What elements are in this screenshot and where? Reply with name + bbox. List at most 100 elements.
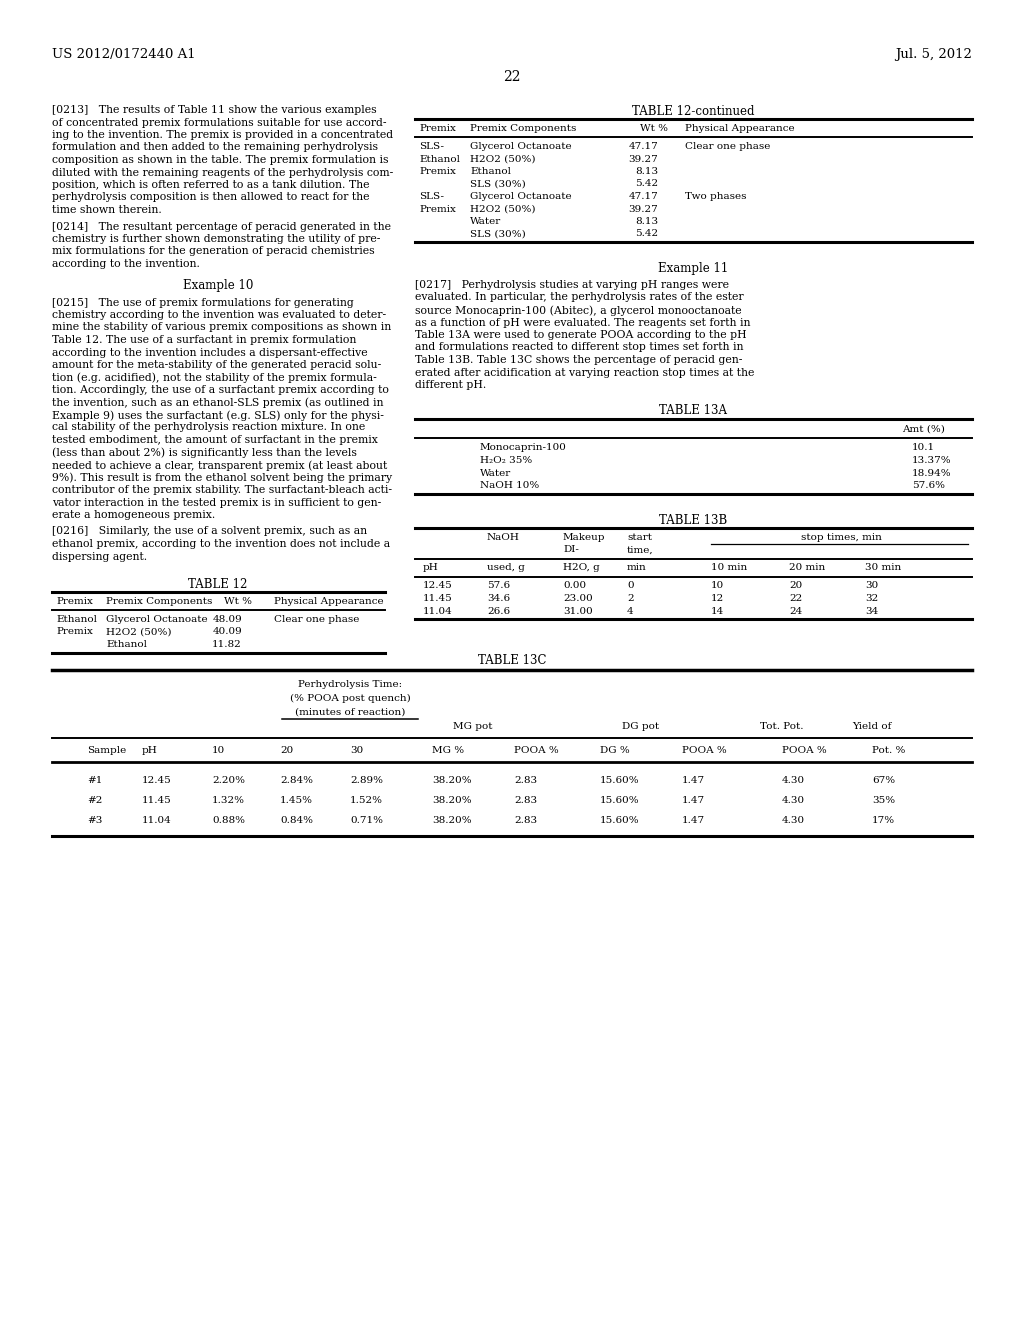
Text: 1.47: 1.47	[682, 816, 706, 825]
Text: 8.13: 8.13	[635, 168, 658, 176]
Text: 57.6%: 57.6%	[912, 480, 945, 490]
Text: 32: 32	[865, 594, 879, 603]
Text: dispersing agent.: dispersing agent.	[52, 552, 147, 561]
Text: tested embodiment, the amount of surfactant in the premix: tested embodiment, the amount of surfact…	[52, 436, 378, 445]
Text: Table 13A were used to generate POOA according to the pH: Table 13A were used to generate POOA acc…	[415, 330, 746, 341]
Text: 2.84%: 2.84%	[280, 776, 313, 785]
Text: Ethanol: Ethanol	[419, 154, 460, 164]
Text: Physical Appearance: Physical Appearance	[685, 124, 795, 133]
Text: 0.00: 0.00	[563, 582, 586, 590]
Text: Premix: Premix	[56, 627, 93, 636]
Text: pH: pH	[142, 746, 158, 755]
Text: 30: 30	[350, 746, 364, 755]
Text: 22: 22	[503, 70, 521, 84]
Text: 1.45%: 1.45%	[280, 796, 313, 805]
Text: 1.47: 1.47	[682, 796, 706, 805]
Text: 57.6: 57.6	[487, 582, 510, 590]
Text: 9%). This result is from the ethanol solvent being the primary: 9%). This result is from the ethanol sol…	[52, 473, 392, 483]
Text: Two phases: Two phases	[685, 191, 746, 201]
Text: (less than about 2%) is significantly less than the levels: (less than about 2%) is significantly le…	[52, 447, 357, 458]
Text: 35%: 35%	[872, 796, 895, 805]
Text: Jul. 5, 2012: Jul. 5, 2012	[895, 48, 972, 61]
Text: Ethanol: Ethanol	[106, 640, 147, 649]
Text: SLS-: SLS-	[419, 191, 444, 201]
Text: source Monocaprin-100 (Abitec), a glycerol monooctanoate: source Monocaprin-100 (Abitec), a glycer…	[415, 305, 741, 315]
Text: 23.00: 23.00	[563, 594, 593, 603]
Text: 30: 30	[865, 582, 879, 590]
Text: Table 13B. Table 13C shows the percentage of peracid gen-: Table 13B. Table 13C shows the percentag…	[415, 355, 742, 366]
Text: chemistry according to the invention was evaluated to deter-: chemistry according to the invention was…	[52, 310, 386, 319]
Text: Clear one phase: Clear one phase	[685, 143, 770, 150]
Text: 47.17: 47.17	[629, 191, 658, 201]
Text: DG %: DG %	[600, 746, 630, 755]
Text: according to the invention.: according to the invention.	[52, 259, 200, 269]
Text: TABLE 12-continued: TABLE 12-continued	[632, 106, 755, 117]
Text: 2.83: 2.83	[514, 796, 538, 805]
Text: 22: 22	[790, 594, 802, 603]
Text: 12.45: 12.45	[142, 776, 172, 785]
Text: used, g: used, g	[487, 564, 525, 573]
Text: 34: 34	[865, 606, 879, 615]
Text: erate a homogeneous premix.: erate a homogeneous premix.	[52, 510, 215, 520]
Text: 67%: 67%	[872, 776, 895, 785]
Text: and formulations reacted to different stop times set forth in: and formulations reacted to different st…	[415, 342, 743, 352]
Text: 13.37%: 13.37%	[912, 455, 951, 465]
Text: [0215]   The use of premix formulations for generating: [0215] The use of premix formulations fo…	[52, 297, 353, 308]
Text: according to the invention includes a dispersant-effective: according to the invention includes a di…	[52, 347, 368, 358]
Text: [0214]   The resultant percentage of peracid generated in the: [0214] The resultant percentage of perac…	[52, 222, 391, 231]
Text: 11.45: 11.45	[423, 594, 453, 603]
Text: different pH.: different pH.	[415, 380, 486, 389]
Text: TABLE 12: TABLE 12	[188, 578, 248, 591]
Text: #2: #2	[87, 796, 102, 805]
Text: Water: Water	[480, 469, 511, 478]
Text: of concentrated premix formulations suitable for use accord-: of concentrated premix formulations suit…	[52, 117, 386, 128]
Text: 48.09: 48.09	[212, 615, 242, 624]
Text: #1: #1	[87, 776, 102, 785]
Text: 8.13: 8.13	[635, 216, 658, 226]
Text: Glycerol Octanoate: Glycerol Octanoate	[470, 143, 571, 150]
Text: Monocaprin-100: Monocaprin-100	[480, 444, 567, 453]
Text: Physical Appearance: Physical Appearance	[274, 597, 384, 606]
Text: SLS (30%): SLS (30%)	[470, 180, 525, 189]
Text: H2O, g: H2O, g	[563, 564, 600, 573]
Text: 14: 14	[711, 606, 724, 615]
Text: 4.30: 4.30	[782, 816, 805, 825]
Text: Sample: Sample	[87, 746, 126, 755]
Text: MG %: MG %	[432, 746, 464, 755]
Text: 47.17: 47.17	[629, 143, 658, 150]
Text: Ethanol: Ethanol	[470, 168, 511, 176]
Text: 38.20%: 38.20%	[432, 796, 472, 805]
Text: Pot. %: Pot. %	[872, 746, 905, 755]
Text: as a function of pH were evaluated. The reagents set forth in: as a function of pH were evaluated. The …	[415, 318, 751, 327]
Text: Wt %: Wt %	[640, 124, 668, 133]
Text: Premix Components: Premix Components	[470, 124, 577, 133]
Text: 2.89%: 2.89%	[350, 776, 383, 785]
Text: stop times, min: stop times, min	[801, 532, 882, 541]
Text: TABLE 13C: TABLE 13C	[478, 653, 546, 667]
Text: mix formulations for the generation of peracid chemistries: mix formulations for the generation of p…	[52, 247, 375, 256]
Text: 39.27: 39.27	[629, 154, 658, 164]
Text: 10: 10	[711, 582, 724, 590]
Text: 10.1: 10.1	[912, 444, 935, 453]
Text: 30 min: 30 min	[865, 564, 901, 573]
Text: Tot. Pot.: Tot. Pot.	[760, 722, 804, 731]
Text: H₂O₂ 35%: H₂O₂ 35%	[480, 455, 532, 465]
Text: H2O2 (50%): H2O2 (50%)	[470, 205, 536, 214]
Text: contributor of the premix stability. The surfactant-bleach acti-: contributor of the premix stability. The…	[52, 484, 392, 495]
Text: perhydrolysis composition is then allowed to react for the: perhydrolysis composition is then allowe…	[52, 193, 370, 202]
Text: ing to the invention. The premix is provided in a concentrated: ing to the invention. The premix is prov…	[52, 129, 393, 140]
Text: composition as shown in the table. The premix formulation is: composition as shown in the table. The p…	[52, 154, 388, 165]
Text: 4.30: 4.30	[782, 776, 805, 785]
Text: 20: 20	[280, 746, 293, 755]
Text: Table 12. The use of a surfactant in premix formulation: Table 12. The use of a surfactant in pre…	[52, 335, 356, 345]
Text: SLS-: SLS-	[419, 143, 444, 150]
Text: 1.52%: 1.52%	[350, 796, 383, 805]
Text: Wt %: Wt %	[224, 597, 252, 606]
Text: 38.20%: 38.20%	[432, 776, 472, 785]
Text: 17%: 17%	[872, 816, 895, 825]
Text: 11.45: 11.45	[142, 796, 172, 805]
Text: H2O2 (50%): H2O2 (50%)	[470, 154, 536, 164]
Text: 0.71%: 0.71%	[350, 816, 383, 825]
Text: 20 min: 20 min	[790, 564, 825, 573]
Text: 0.84%: 0.84%	[280, 816, 313, 825]
